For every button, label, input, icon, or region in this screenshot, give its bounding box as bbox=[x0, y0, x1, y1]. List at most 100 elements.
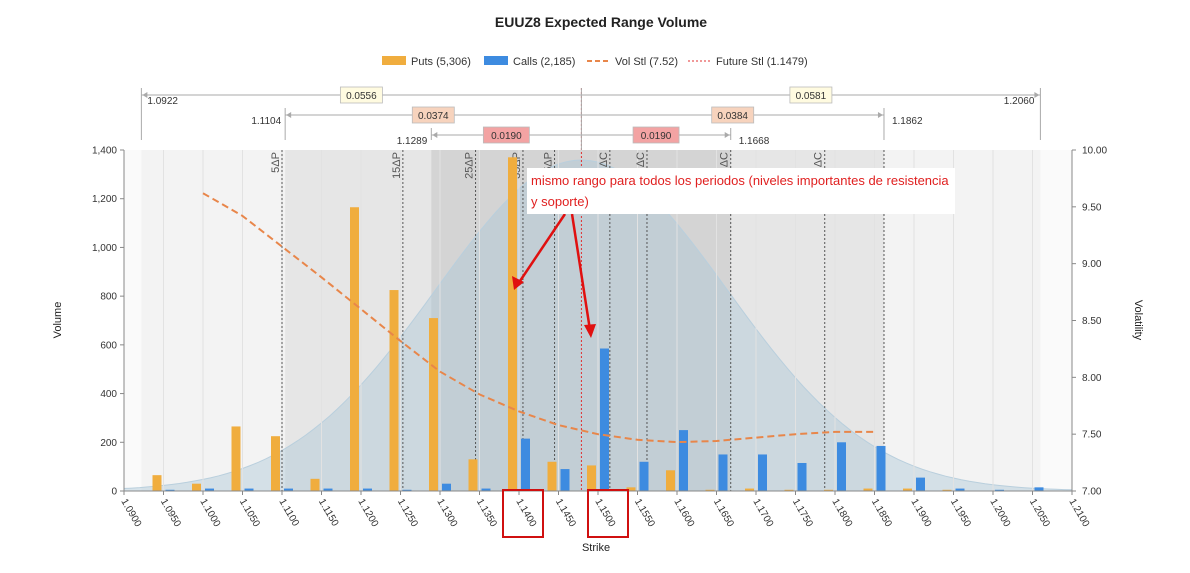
bar-call bbox=[797, 462, 807, 491]
legend-future-label: Future Stl (1.1479) bbox=[716, 56, 808, 68]
range-brackets: 0.0556 0.0581 1.0922 1.2060 0.0374 0.0384 1.11… bbox=[140, 86, 1041, 150]
level-label: ΔC bbox=[719, 152, 731, 167]
legend-vol-label: Vol Stl (7.52) bbox=[615, 56, 678, 68]
range-high-label: 1.2060 bbox=[1004, 96, 1035, 107]
legend-calls-swatch bbox=[484, 56, 508, 65]
bar-call bbox=[560, 469, 570, 491]
bar-put bbox=[626, 487, 636, 491]
x-tick-label: 1.1800 bbox=[829, 497, 854, 529]
legend: Puts (5,306) Calls (2,185) Vol Stl (7.52… bbox=[382, 56, 808, 68]
vol-curve-path bbox=[202, 192, 875, 444]
x-tick-label: 1.1100 bbox=[276, 497, 301, 529]
y-tick-label: 1,200 bbox=[92, 194, 117, 205]
y2-tick-label: 8.50 bbox=[1082, 316, 1102, 327]
x-tick-label: 1.1700 bbox=[750, 497, 775, 529]
x-tick-label: 1.1300 bbox=[434, 497, 459, 529]
x-tick-label: 1.0900 bbox=[118, 497, 143, 529]
range-arrow-left bbox=[432, 132, 438, 138]
arrow-to-calls bbox=[570, 213, 592, 331]
y2-tick-label: 7.50 bbox=[1082, 430, 1102, 441]
y-tick-label: 800 bbox=[100, 292, 117, 303]
x-tick-label: 1.1850 bbox=[869, 497, 894, 529]
x-tick-label: 1.1950 bbox=[948, 497, 973, 529]
level-label: 15ΔP bbox=[391, 152, 403, 179]
y2-tick-label: 9.50 bbox=[1082, 202, 1102, 213]
bar-put bbox=[547, 461, 557, 491]
bar-call bbox=[995, 489, 1004, 491]
range-low-label: 1.1104 bbox=[251, 116, 281, 127]
bar-call bbox=[876, 445, 886, 491]
y2-tick-label: 9.00 bbox=[1082, 259, 1102, 270]
bar-call bbox=[679, 430, 688, 491]
y-tick-label: 1,400 bbox=[92, 146, 117, 157]
range-width-box bbox=[339, 86, 383, 104]
range-width-box bbox=[482, 126, 530, 144]
level-label: 5ΔP bbox=[270, 152, 282, 173]
bar-put bbox=[745, 488, 754, 491]
range-width-label: 0.0556 bbox=[346, 91, 377, 102]
bar-call bbox=[600, 348, 609, 491]
y-tick-label: 600 bbox=[100, 340, 117, 351]
arrow-head-puts bbox=[512, 276, 524, 290]
bar-put bbox=[152, 475, 162, 491]
x-tick-label: 1.1900 bbox=[908, 497, 933, 529]
x-tick-label: 1.1200 bbox=[355, 497, 380, 529]
x-tick-label: 1.1500 bbox=[592, 497, 617, 529]
range-width-label: 0.0190 bbox=[641, 131, 672, 142]
bar-put bbox=[271, 436, 280, 491]
bar-put bbox=[389, 290, 399, 491]
legend-calls-label: Calls (2,185) bbox=[513, 56, 575, 68]
x-tick-label: 1.2000 bbox=[987, 497, 1012, 529]
arrow-to-puts bbox=[516, 213, 567, 285]
legend-puts-label: Puts (5,306) bbox=[411, 56, 471, 68]
bar-call bbox=[1034, 487, 1044, 491]
range-width-label: 0.0190 bbox=[491, 131, 522, 142]
bar-put bbox=[231, 426, 241, 491]
bar-put bbox=[903, 488, 912, 491]
bar-put bbox=[587, 465, 596, 491]
volume-bars bbox=[152, 157, 1044, 492]
highlight-box-1150 bbox=[587, 489, 629, 538]
bar-call bbox=[718, 454, 728, 491]
arrow-head-calls bbox=[584, 324, 596, 338]
bar-put bbox=[666, 470, 675, 491]
bar-call bbox=[165, 489, 175, 491]
bar-put bbox=[705, 489, 715, 491]
bar-call bbox=[323, 488, 333, 491]
bar-call bbox=[284, 488, 293, 491]
bar-put bbox=[192, 483, 201, 491]
bar-call bbox=[244, 488, 254, 491]
range-low-label: 1.1289 bbox=[397, 136, 428, 147]
range-width-label: 0.0581 bbox=[796, 91, 827, 102]
x-tick-label: 1.1550 bbox=[632, 497, 657, 529]
range-width-label: 0.0374 bbox=[418, 111, 449, 122]
bar-call bbox=[521, 438, 530, 491]
bar-put bbox=[468, 459, 478, 491]
x-tick-label: 1.1000 bbox=[197, 497, 222, 529]
level-label: ΔC bbox=[598, 152, 610, 167]
y-tick-label: 200 bbox=[100, 438, 117, 449]
y2-axis-title: Volatility bbox=[1132, 300, 1144, 341]
bar-put bbox=[350, 207, 359, 491]
bar-call bbox=[639, 461, 649, 491]
range-arrow-right bbox=[877, 112, 883, 118]
x-tick-label: 1.1400 bbox=[513, 497, 538, 529]
range-arrow-right bbox=[724, 132, 730, 138]
bar-call bbox=[363, 488, 372, 491]
range-arrow-right bbox=[1034, 92, 1040, 98]
annotation-callout: mismo rango para todos los periodos (niv… bbox=[527, 168, 955, 214]
x-tick-label: 1.2050 bbox=[1027, 497, 1052, 529]
y2-tick-label: 8.00 bbox=[1082, 373, 1102, 384]
y-axis-title: Volume bbox=[52, 302, 64, 339]
level-label: 25ΔP bbox=[464, 152, 476, 179]
bar-put bbox=[310, 478, 320, 491]
bar-put bbox=[863, 488, 873, 491]
bar-put bbox=[942, 489, 952, 491]
x-axis-title: Strike bbox=[582, 542, 610, 554]
bar-put bbox=[784, 489, 794, 491]
x-tick-label: 1.2100 bbox=[1066, 497, 1091, 529]
range-low-label: 1.0922 bbox=[147, 96, 178, 107]
x-tick-label: 1.1600 bbox=[671, 497, 696, 529]
level-label: ΔC bbox=[635, 152, 647, 167]
